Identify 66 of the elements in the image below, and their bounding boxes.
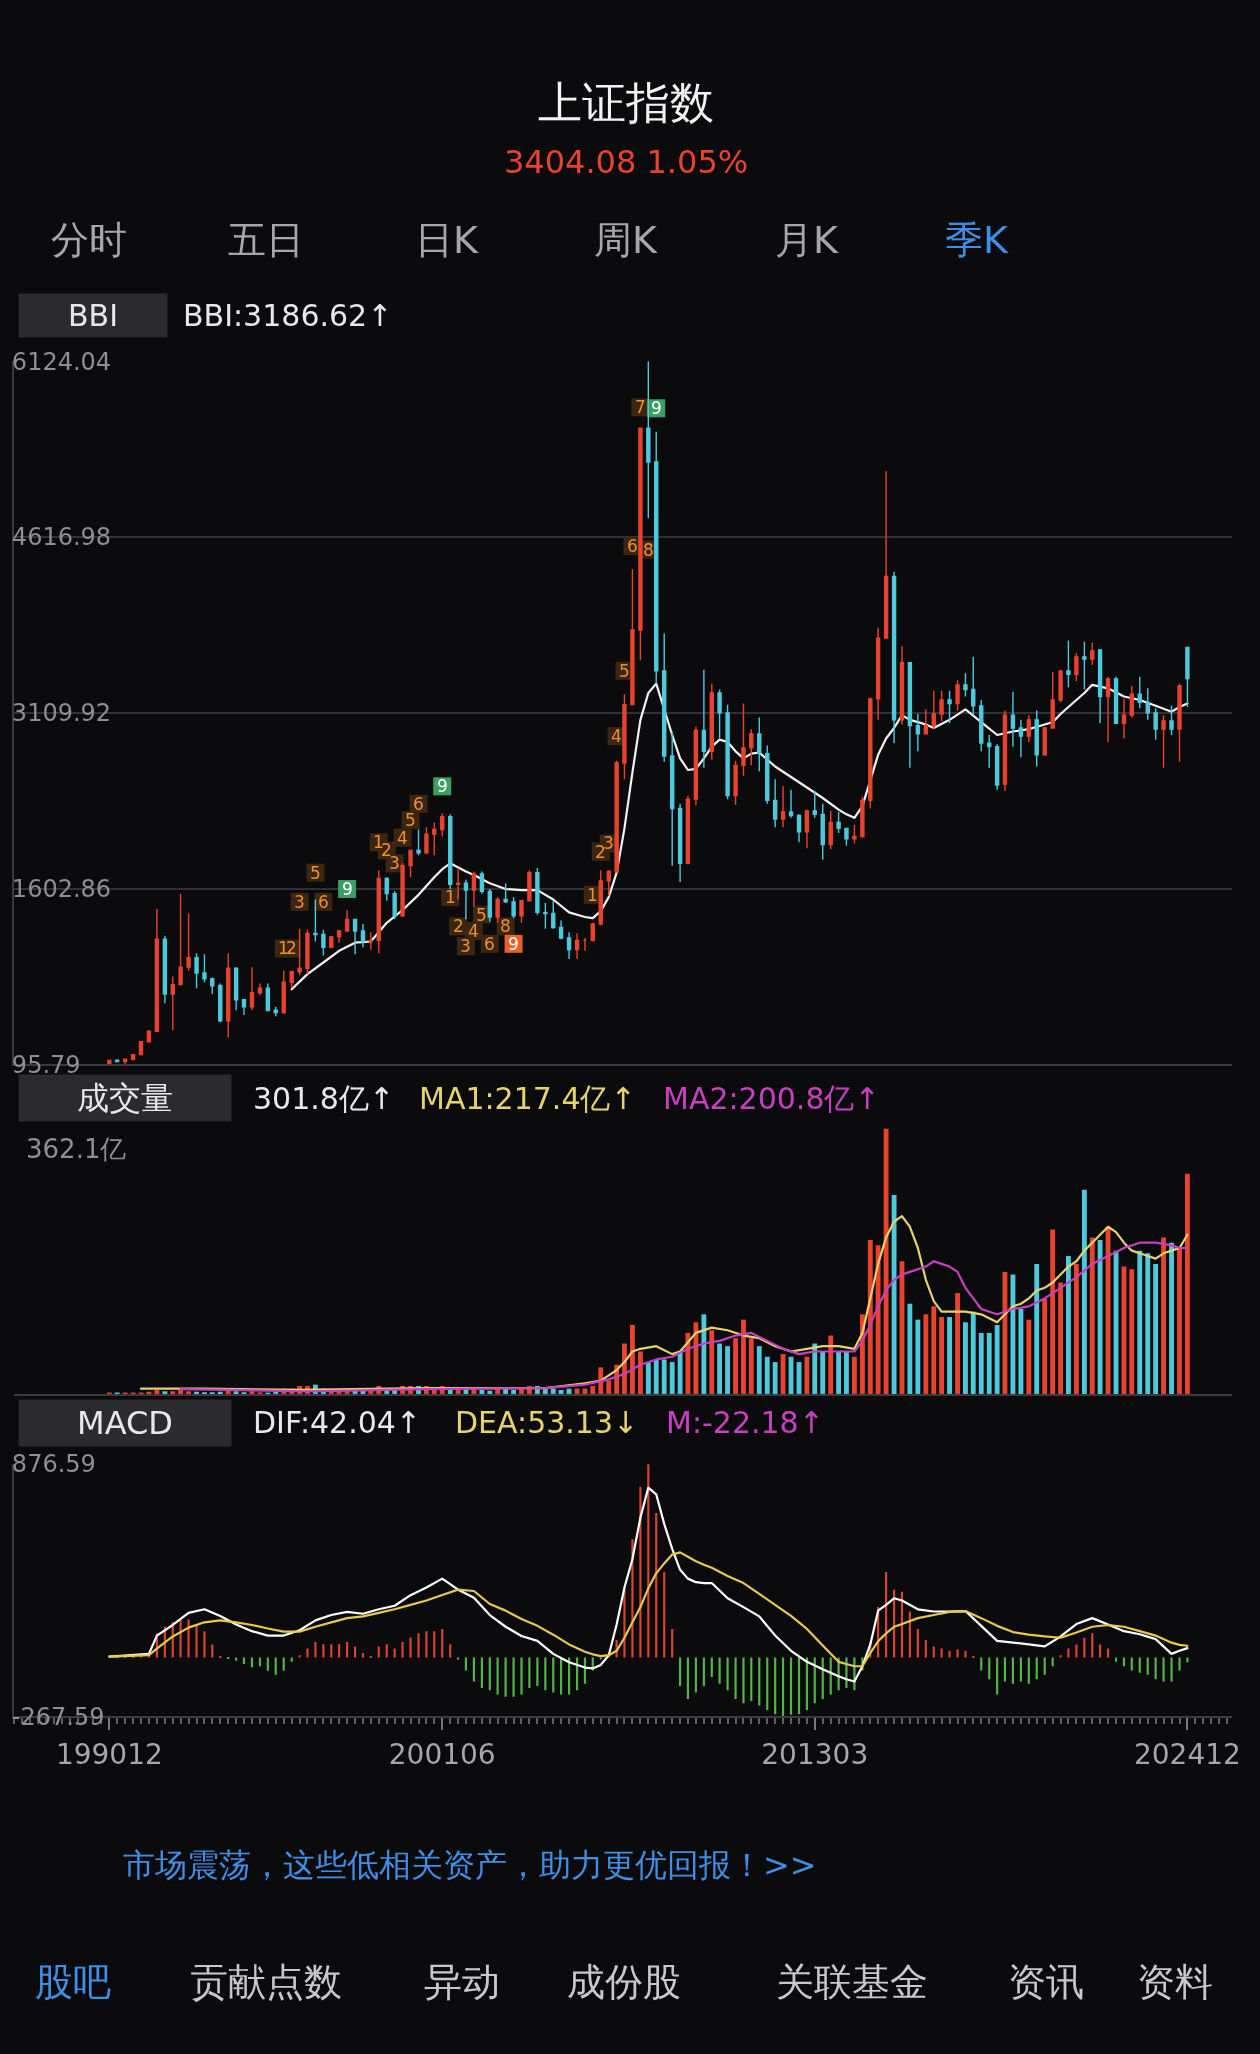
text: 五日 [228,218,304,262]
annotation: 4 [611,726,622,746]
text: 分时 [51,218,127,262]
chart-subtitle: 3404.08 1.05% [504,143,749,181]
annotation: 6 [413,794,424,814]
chart-title: 上证指数 [538,77,714,128]
y-tick-label: -267.59 [11,1702,105,1731]
annotation: 4 [397,828,408,848]
annotation: 9 [342,879,353,899]
text: 季K [945,218,1009,262]
text: 异动 [424,1960,500,2004]
annotation: 1 [445,887,456,907]
y-tick-label: 3109.92 [11,699,112,728]
y-tick-label: 876.59 [11,1450,96,1479]
text: MACD [77,1404,173,1442]
y-tick-label: 6124.04 [11,347,112,376]
text: 日K [415,218,479,262]
annotation: 362.1亿 [26,1134,127,1164]
annotation: 1 [587,885,598,905]
text: 月K [775,218,839,262]
annotation: 5 [619,661,630,681]
text: 成份股 [567,1960,681,2004]
annotation: 1 [278,938,289,958]
annotation: 6 [484,934,495,954]
text: 周K [594,218,658,262]
text: BBI:3186.62↑ [183,298,393,333]
x-tick-label: 201303 [761,1737,869,1771]
text: 成交量 [77,1079,173,1117]
text: 股吧 [35,1960,111,2004]
annotation: 2 [453,916,464,936]
annotation: 9 [508,934,519,954]
annotation: 5 [405,810,416,830]
text: M:-22.18↑ [666,1405,824,1440]
text: MA2:200.8亿↑ [663,1081,880,1116]
annotation: 1 [373,832,384,852]
y-tick-label: 95.79 [11,1050,81,1079]
annotation: 9 [651,398,662,418]
annotation: 3 [460,936,471,956]
annotation: 8 [500,916,511,936]
annotation: 5 [310,863,321,883]
text: MA1:217.4亿↑ [419,1081,636,1116]
annotation: 5 [476,905,487,925]
annotation: 3 [389,853,400,873]
text: BBI [67,298,119,333]
annotation: 3 [294,892,305,912]
text: 贡献点数 [190,1960,342,2004]
annotation: 3 [603,833,614,853]
text: 关联基金 [776,1960,928,2004]
annotation: 2 [286,938,297,958]
x-tick-label: 202412 [1133,1737,1241,1771]
annotation: 8 [643,540,654,560]
y-tick-label: 4616.98 [11,523,112,552]
x-tick-label: 200106 [388,1737,496,1771]
text: 资讯 [1008,1960,1084,2004]
y-tick-label: 1602.86 [11,875,112,904]
x-tick-label: 199012 [55,1737,163,1771]
annotation: 6 [627,536,638,556]
text: 资料 [1137,1960,1213,2004]
text: 301.8亿↑ [253,1081,395,1116]
annotation: 7 [635,397,646,417]
text: DEA:53.13↓ [455,1405,639,1440]
text: 市场震荡，这些低相关资产，助力更优回报！>> [123,1846,817,1884]
annotation: 9 [437,776,448,796]
text: DIF:42.04↑ [253,1405,422,1440]
annotation: 4 [468,921,479,941]
annotation: 6 [318,892,329,912]
